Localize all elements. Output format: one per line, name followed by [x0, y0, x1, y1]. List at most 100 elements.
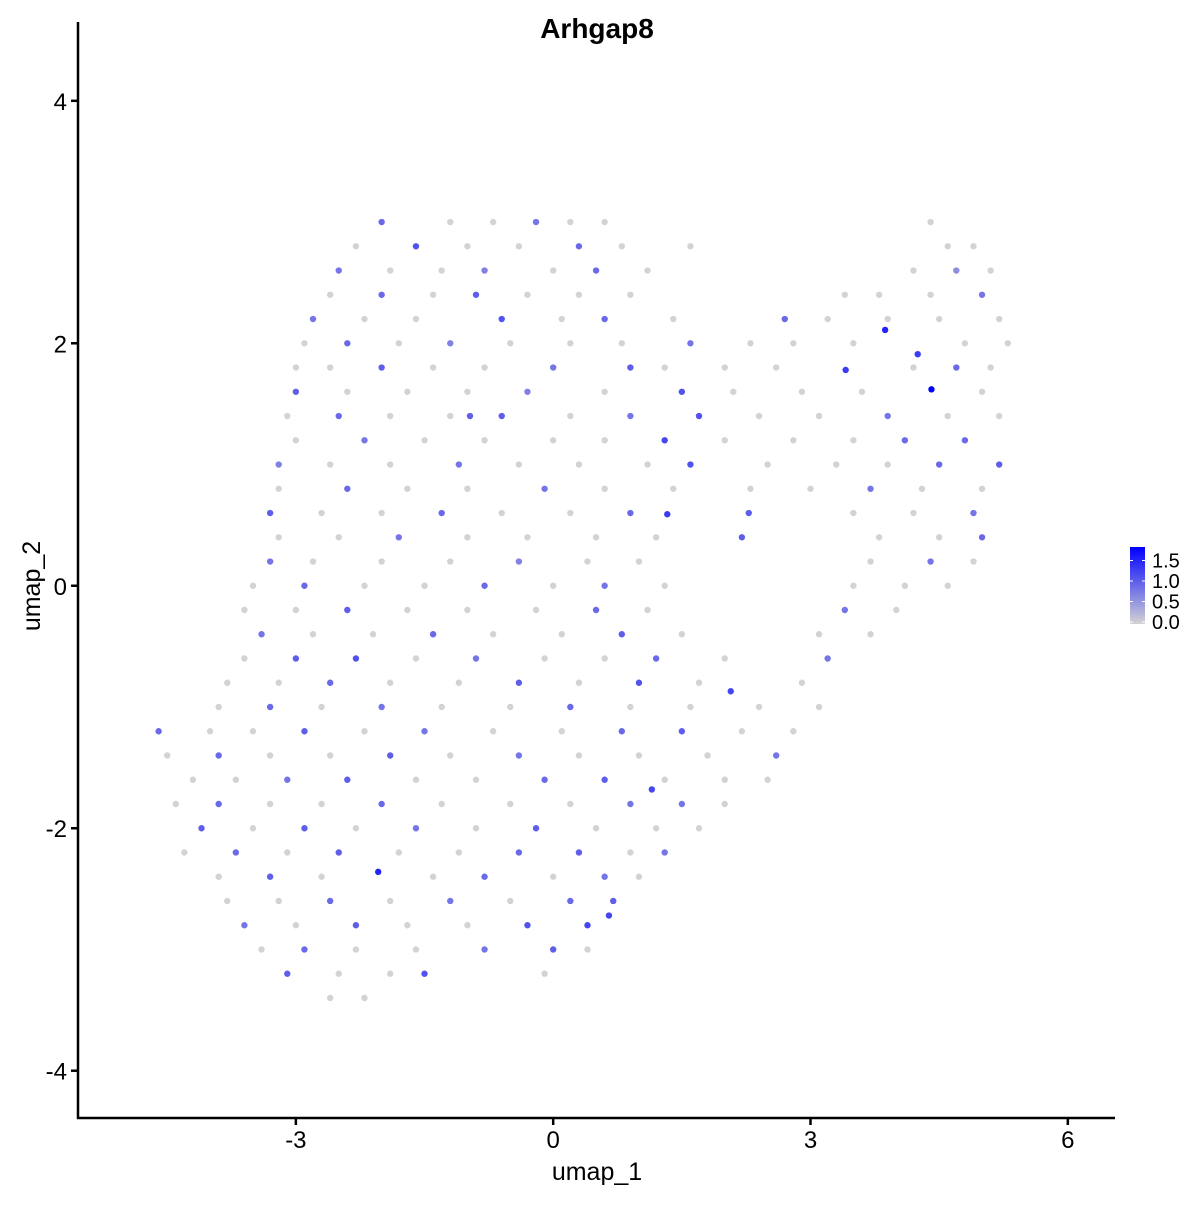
data-point [215, 752, 222, 759]
data-point [387, 897, 394, 905]
data-point [378, 364, 385, 371]
data-point [652, 825, 660, 832]
data-point [635, 558, 643, 565]
colorbar-legend: 0.00.51.01.5 [1130, 547, 1180, 634]
data-point [275, 461, 282, 468]
data-point [215, 873, 222, 880]
data-point [978, 291, 986, 298]
data-point [404, 388, 411, 395]
data-point [369, 631, 377, 638]
data-point [447, 752, 454, 759]
data-point [678, 728, 686, 735]
data-point [944, 412, 951, 420]
data-point [429, 631, 437, 638]
data-point [164, 752, 171, 759]
data-point [627, 364, 634, 371]
data-point [601, 776, 608, 783]
data-point [970, 243, 977, 250]
data-point [498, 412, 505, 420]
data-point [275, 485, 282, 492]
data-point [464, 243, 471, 250]
data-point [961, 340, 969, 347]
data-point [670, 315, 677, 323]
data-point [850, 437, 857, 444]
data-point [507, 897, 514, 905]
data-point [472, 825, 480, 832]
data-point [790, 340, 797, 347]
data-point [601, 582, 608, 589]
data-point [695, 412, 703, 420]
data-point [412, 655, 420, 662]
data-point [850, 509, 857, 517]
data-point [575, 461, 583, 468]
data-point [575, 752, 583, 759]
data-point [438, 800, 445, 808]
data-point [807, 485, 814, 492]
data-point [455, 461, 463, 468]
data-point [833, 461, 840, 468]
data-point [541, 655, 548, 662]
data-point [953, 267, 960, 274]
data-point [875, 534, 883, 541]
data-point [592, 267, 600, 274]
data-point [284, 849, 291, 856]
data-point [249, 582, 257, 589]
data-point [558, 728, 565, 735]
data-point [644, 267, 651, 274]
data-point [266, 752, 274, 759]
data-point [910, 509, 917, 517]
data-point [558, 631, 565, 638]
data-point [395, 340, 402, 347]
data-point [301, 825, 308, 832]
data-point [387, 267, 394, 274]
data-point [344, 485, 351, 492]
data-point [206, 728, 214, 735]
data-point [524, 922, 531, 929]
data-point [447, 897, 454, 905]
data-point [378, 703, 385, 711]
data-point [326, 897, 334, 905]
data-point [901, 437, 909, 444]
data-point [395, 849, 402, 856]
data-point [764, 776, 771, 783]
data-point [627, 509, 634, 517]
data-point [772, 752, 780, 759]
data-point [867, 558, 874, 565]
data-point [375, 868, 382, 876]
data-point [558, 315, 565, 323]
data-point [664, 511, 671, 518]
data-point [567, 703, 574, 711]
data-point [524, 291, 531, 298]
data-point [515, 243, 523, 250]
data-point [335, 970, 342, 977]
data-point [567, 509, 574, 517]
data-point [648, 786, 656, 793]
data-point [601, 655, 608, 662]
data-point [378, 218, 385, 226]
data-point [678, 631, 686, 638]
data-point [498, 315, 505, 323]
data-point [978, 485, 986, 492]
data-point [842, 366, 849, 374]
data-point [404, 485, 411, 492]
data-point [352, 946, 360, 953]
data-point [292, 606, 300, 614]
data-point [944, 582, 951, 589]
data-point [361, 994, 368, 1002]
data-point [301, 582, 308, 589]
data-point [798, 679, 806, 686]
y-tick-label: 0 [54, 574, 67, 601]
data-point [438, 509, 445, 517]
data-point [772, 364, 780, 371]
data-point [755, 412, 763, 420]
x-tick-label: 3 [804, 1127, 817, 1154]
data-point [387, 412, 394, 420]
data-point [901, 582, 909, 589]
data-point [387, 752, 394, 759]
data-point [326, 994, 334, 1002]
data-point [326, 752, 334, 759]
data-point [532, 825, 540, 832]
data-point [198, 825, 205, 832]
data-point [318, 800, 325, 808]
data-point [841, 291, 849, 298]
